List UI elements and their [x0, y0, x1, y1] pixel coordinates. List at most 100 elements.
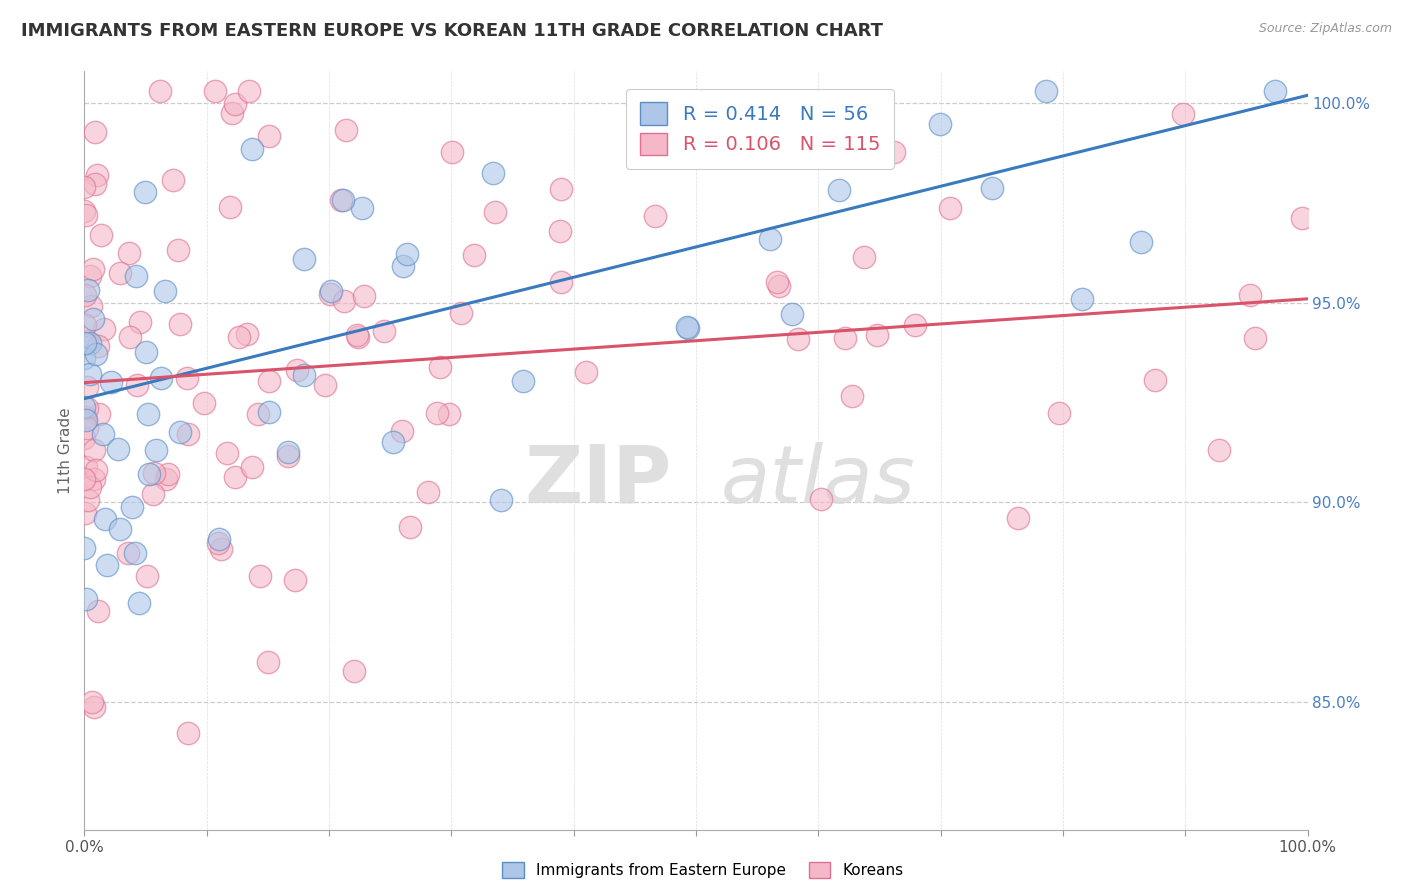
Point: [209, 541, 232, 556]
Point: [75, 318, 97, 332]
Point: [143, 466, 166, 480]
Point: [76, 401, 98, 415]
Point: [939, 202, 962, 216]
Point: [550, 275, 572, 289]
Point: [93, 322, 115, 336]
Point: [128, 596, 150, 610]
Point: [215, 446, 238, 460]
Point: [441, 145, 464, 160]
Point: [333, 293, 356, 308]
Point: [284, 573, 307, 587]
Point: [768, 279, 790, 293]
Point: [392, 260, 415, 274]
Point: [550, 181, 572, 195]
Point: [86, 168, 108, 182]
Point: [76, 334, 98, 348]
Point: [73, 506, 96, 520]
Point: [928, 117, 950, 131]
Point: [120, 329, 142, 343]
Point: [373, 324, 395, 338]
Point: [73, 351, 96, 365]
Point: [1143, 373, 1166, 387]
Point: [780, 307, 803, 321]
Point: [482, 166, 505, 180]
Point: [321, 285, 343, 299]
Point: [84, 347, 107, 361]
Point: [240, 460, 263, 475]
Point: [76, 420, 98, 434]
Point: [512, 374, 534, 388]
Point: [80, 299, 103, 313]
Point: [1208, 443, 1230, 458]
Point: [176, 371, 198, 385]
Point: [335, 123, 357, 137]
Point: [193, 396, 215, 410]
Point: [82, 695, 104, 709]
Point: [352, 201, 374, 215]
Point: [75, 208, 97, 222]
Point: [75, 413, 97, 427]
Point: [853, 250, 876, 264]
Point: [129, 315, 152, 329]
Point: [90, 227, 112, 242]
Point: [87, 339, 110, 353]
Point: [169, 425, 191, 440]
Point: [218, 200, 240, 214]
Point: [1171, 107, 1194, 121]
Point: [204, 84, 226, 98]
Point: [343, 665, 366, 679]
Point: [82, 311, 104, 326]
Point: [491, 492, 513, 507]
Point: [257, 374, 280, 388]
Point: [548, 224, 571, 238]
Point: [257, 405, 280, 419]
Point: [83, 472, 105, 486]
Point: [1007, 511, 1029, 525]
Point: [142, 487, 165, 501]
Point: [1244, 331, 1267, 345]
Point: [75, 287, 97, 301]
Point: [75, 591, 97, 606]
Text: IMMIGRANTS FROM EASTERN EUROPE VS KOREAN 11TH GRADE CORRELATION CHART: IMMIGRANTS FROM EASTERN EUROPE VS KOREAN…: [21, 22, 883, 40]
Point: [177, 426, 200, 441]
Point: [395, 246, 418, 260]
Point: [75, 459, 97, 474]
Point: [347, 329, 370, 343]
Point: [91, 427, 114, 442]
Point: [257, 128, 280, 143]
Point: [429, 359, 451, 374]
Point: [353, 289, 375, 303]
Point: [224, 97, 246, 112]
Point: [94, 512, 117, 526]
Point: [292, 368, 315, 382]
Point: [391, 425, 413, 439]
Point: [841, 389, 863, 403]
Point: [107, 442, 129, 456]
Point: [759, 232, 782, 246]
Point: [135, 344, 157, 359]
Point: [145, 442, 167, 457]
Point: [73, 431, 96, 445]
Point: [1035, 84, 1057, 98]
Point: [228, 330, 250, 344]
Point: [73, 409, 96, 424]
Point: [79, 269, 101, 284]
Legend: Immigrants from Eastern Europe, Koreans: Immigrants from Eastern Europe, Koreans: [496, 856, 910, 884]
Point: [157, 467, 180, 481]
Point: [155, 284, 177, 298]
Point: [79, 335, 101, 350]
Point: [828, 183, 851, 197]
Point: [332, 193, 354, 207]
Point: [346, 327, 368, 342]
Point: [221, 106, 243, 120]
Point: [416, 484, 439, 499]
Point: [437, 407, 460, 421]
Point: [125, 269, 148, 284]
Point: [73, 336, 96, 351]
Point: [83, 699, 105, 714]
Point: [238, 84, 260, 98]
Point: [134, 185, 156, 199]
Point: [135, 569, 157, 583]
Text: ZIP: ZIP: [524, 442, 672, 520]
Point: [292, 252, 315, 267]
